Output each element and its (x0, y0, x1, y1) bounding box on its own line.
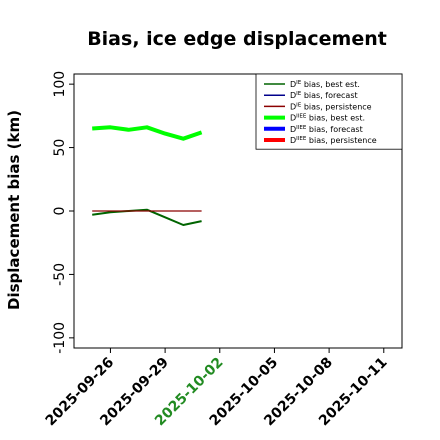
chart-title: Bias, ice edge displacement (87, 28, 387, 50)
y-tick-label: 0 (52, 207, 68, 216)
legend-label-2: DIE bias, persistence (290, 102, 372, 111)
legend: DIE bias, best est. DIE bias, forecast DIE… (255, 73, 403, 150)
legend-box (255, 73, 403, 150)
legend-label-0: DIE bias, best est. (290, 80, 360, 89)
series-line-3 (92, 125, 203, 141)
plot-series (92, 125, 203, 226)
y-axis-label: Displacement bias (km) (5, 110, 23, 310)
y-axis: -100 -50 0 50 100 (52, 71, 74, 354)
y-tick-label: -100 (52, 322, 68, 354)
y-tick-label: 100 (52, 71, 68, 98)
y-tick-label: 50 (52, 139, 68, 157)
series-line-0 (92, 208, 202, 226)
legend-label-1: DIE bias, forecast (290, 91, 358, 100)
legend-label-5: DIIEE bias, persistence (290, 136, 377, 145)
legend-label-3: DIIEE bias, best est. (290, 114, 365, 123)
x-axis: 2025-09-262025-09-292025-10-022025-10-05… (43, 348, 391, 429)
y-tick-label: -50 (52, 263, 68, 286)
legend-label-4: DIIEE bias, forecast (290, 125, 363, 134)
